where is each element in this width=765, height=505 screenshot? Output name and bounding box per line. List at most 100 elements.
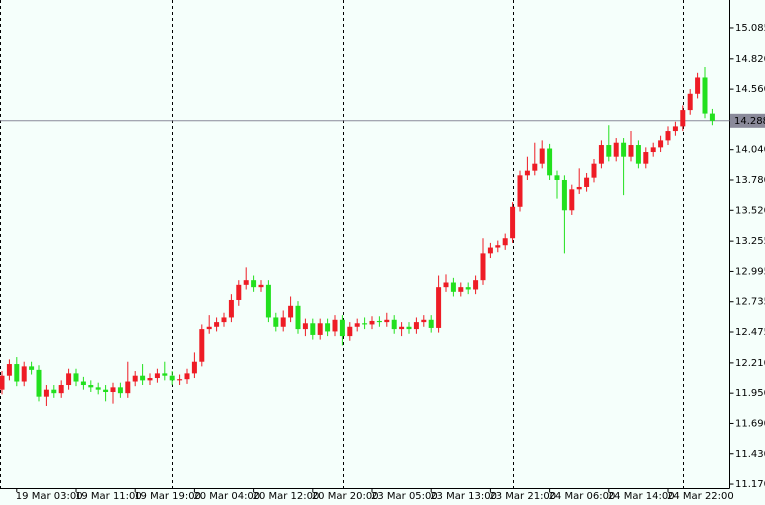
candle-body (310, 323, 316, 335)
y-tick-label: 11.950 (735, 388, 765, 399)
candle-body (354, 323, 360, 327)
last-price-label: 14.288 (734, 116, 765, 127)
candle-body (236, 284, 242, 300)
y-tick-label: 13.520 (735, 205, 765, 216)
x-tick-label: 20 Mar 04:00 (193, 491, 260, 502)
candle-body (88, 385, 94, 388)
candle-body (658, 140, 664, 148)
candle-body (251, 280, 257, 288)
candle-body (510, 206, 516, 239)
x-tick-label: 19 Mar 19:00 (134, 491, 201, 502)
x-tick-label: 20 Mar 12:00 (253, 491, 320, 502)
candle-body (6, 364, 12, 376)
x-tick-label: 24 Mar 22:00 (667, 491, 734, 502)
x-tick-label: 23 Mar 21:00 (489, 491, 556, 502)
candle-body (687, 93, 693, 111)
candle-body (199, 329, 205, 362)
candle-body (628, 145, 634, 157)
candle-body (399, 326, 405, 330)
candle-body (473, 280, 479, 290)
candle-body (228, 299, 234, 318)
candle-body (265, 284, 271, 318)
candle-body (191, 361, 197, 374)
candle-body (362, 323, 368, 325)
y-tick-label: 14.820 (735, 54, 765, 65)
candle-body (702, 77, 708, 114)
candle-body (0, 375, 5, 390)
candle-body (147, 378, 153, 381)
candle-body (650, 147, 656, 153)
y-tick-label: 12.735 (735, 297, 765, 308)
candle-body (117, 387, 123, 394)
candle-body (569, 189, 575, 211)
candle-body (325, 323, 331, 332)
candle-body (450, 282, 456, 292)
candle-body (258, 284, 264, 288)
x-tick-label: 23 Mar 05:00 (371, 491, 438, 502)
candle-body (110, 387, 116, 393)
candle-body (280, 317, 286, 327)
candle-body (532, 163, 538, 171)
x-tick-label: 23 Mar 13:00 (430, 491, 497, 502)
y-tick-label: 12.475 (735, 327, 765, 338)
last-price-box (730, 113, 765, 128)
y-tick-label: 12.210 (735, 358, 765, 369)
candle-body (458, 287, 464, 292)
candle-body (709, 113, 715, 121)
candle-body (443, 282, 449, 288)
candle-body (288, 305, 294, 318)
candle-body (295, 305, 301, 330)
candle-body (221, 317, 227, 323)
candle-body (214, 322, 220, 327)
candle-body (547, 148, 553, 176)
candle-body (502, 238, 508, 246)
x-tick-label: 24 Mar 06:00 (549, 491, 616, 502)
x-tick-label: 19 Mar 11:00 (75, 491, 142, 502)
candle-body (495, 245, 501, 248)
candle-body (154, 373, 160, 379)
candle-body (21, 366, 27, 382)
candle-body (391, 319, 397, 330)
candle-body (576, 186, 582, 190)
y-tick-label: 11.170 (735, 479, 765, 490)
candle-body (317, 323, 323, 335)
candle-body (169, 375, 175, 381)
y-tick-label: 12.995 (735, 266, 765, 277)
candle-body (184, 373, 190, 380)
candle-body (80, 381, 86, 386)
x-tick-label: 24 Mar 14:00 (608, 491, 675, 502)
y-tick-label: 13.255 (735, 236, 765, 247)
y-tick-label: 14.040 (735, 145, 765, 156)
candle-body (561, 179, 567, 211)
candle-body (302, 323, 308, 330)
x-tick-label: 19 Mar 03:00 (16, 491, 83, 502)
candle-body (436, 287, 442, 328)
candle-body (103, 389, 109, 393)
candle-body (95, 387, 101, 390)
candle-body (406, 326, 412, 330)
candle-body (591, 163, 597, 178)
candle-body (43, 389, 49, 397)
candle-body (243, 280, 249, 285)
candle-body (465, 287, 471, 290)
candle-body (487, 247, 493, 254)
candle-body (413, 322, 419, 330)
candle-body (339, 319, 345, 337)
candle-body (695, 77, 701, 94)
candle-body (376, 320, 382, 323)
candle-body (680, 110, 686, 127)
candle-body (539, 148, 545, 164)
candle-body (332, 319, 338, 332)
x-tick-label: 20 Mar 20:00 (312, 491, 379, 502)
candle-body (51, 389, 57, 394)
candle-body (524, 170, 530, 176)
candle-body (36, 369, 42, 397)
candle-body (140, 375, 146, 381)
candle-body (14, 364, 20, 382)
candle-body (162, 373, 168, 376)
y-tick-label: 11.430 (735, 449, 765, 460)
candle-body (554, 175, 560, 180)
candle-body (672, 126, 678, 132)
